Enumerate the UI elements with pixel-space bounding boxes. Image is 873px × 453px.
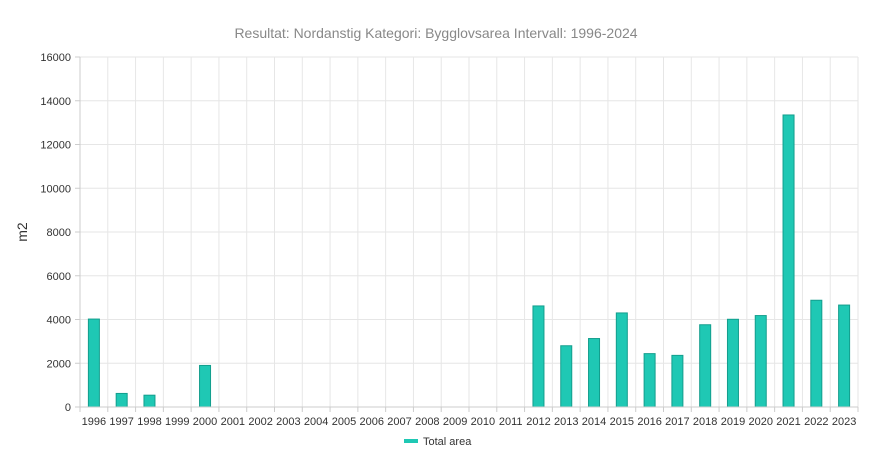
legend[interactable]: Total area (404, 436, 472, 448)
x-tick-label: 1999 (165, 416, 189, 428)
y-tick-label: 10000 (40, 183, 71, 195)
bar-2017[interactable] (671, 354, 684, 408)
x-tick-label: 2003 (276, 416, 300, 428)
bar-2020[interactable] (754, 315, 767, 408)
x-tick-label: 2000 (193, 416, 217, 428)
y-tick-label: 12000 (40, 140, 71, 152)
bar-2018[interactable] (699, 324, 712, 408)
x-tick-label: 2004 (304, 416, 328, 428)
bar-2015[interactable] (615, 312, 628, 408)
bar-2021[interactable] (782, 114, 795, 408)
y-axis-label: m2 (14, 222, 30, 242)
bar-2014[interactable] (588, 338, 601, 408)
x-axis-ticks: 1996 1997 1998 1999 2000 2001 2002 2003 2004 2005… (79, 407, 859, 428)
x-tick-label: 2022 (804, 416, 828, 428)
x-tick-label: 2002 (248, 416, 272, 428)
bar-1998[interactable] (143, 394, 156, 408)
x-tick-label: 2014 (582, 416, 606, 428)
x-tick-label: 2023 (832, 416, 856, 428)
x-tick-label: 2009 (443, 416, 467, 428)
bar-1996[interactable] (87, 318, 100, 408)
bar-2019[interactable] (726, 318, 739, 408)
x-tick-label: 2012 (526, 416, 550, 428)
x-tick-label: 1997 (109, 416, 133, 428)
legend-swatch (404, 439, 418, 443)
x-tick-label: 1998 (137, 416, 161, 428)
x-tick-label: 2021 (776, 416, 800, 428)
x-tick-label: 2007 (387, 416, 411, 428)
bar-1997[interactable] (115, 392, 128, 408)
bar-2016[interactable] (643, 353, 656, 408)
x-tick-label: 2020 (749, 416, 773, 428)
bars (87, 114, 851, 408)
x-tick-label: 2017 (665, 416, 689, 428)
y-tick-label: 16000 (40, 52, 71, 64)
x-tick-label: 1996 (82, 416, 106, 428)
x-tick-label: 2008 (415, 416, 439, 428)
x-tick-label: 2011 (499, 416, 523, 428)
y-tick-label: 8000 (47, 227, 71, 239)
bar-2000[interactable] (199, 364, 212, 408)
bar-2013[interactable] (560, 345, 573, 408)
x-tick-label: 2005 (332, 416, 356, 428)
y-tick-label: 4000 (47, 315, 71, 327)
y-axis-ticks: 0 2000 4000 6000 8000 10000 12000 14000 16000 (40, 52, 80, 414)
x-tick-label: 2015 (610, 416, 634, 428)
chart-title: Resultat: Nordanstig Kategori: Bygglovsa… (234, 25, 637, 41)
y-tick-label: 14000 (40, 96, 71, 108)
x-tick-label: 2019 (721, 416, 745, 428)
y-tick-label: 6000 (47, 271, 71, 283)
bar-2023[interactable] (838, 304, 851, 408)
x-tick-label: 2018 (693, 416, 717, 428)
x-tick-label: 2013 (554, 416, 578, 428)
x-tick-label: 2010 (471, 416, 495, 428)
x-tick-label: 2001 (221, 416, 245, 428)
bar-2012[interactable] (532, 305, 545, 408)
bar-2022[interactable] (810, 299, 823, 408)
legend-label: Total area (423, 436, 472, 448)
x-tick-label: 2006 (360, 416, 384, 428)
grid-lines (79, 56, 859, 408)
y-tick-label: 2000 (47, 358, 71, 370)
x-tick-label: 2016 (637, 416, 661, 428)
y-tick-label: 0 (65, 402, 71, 414)
